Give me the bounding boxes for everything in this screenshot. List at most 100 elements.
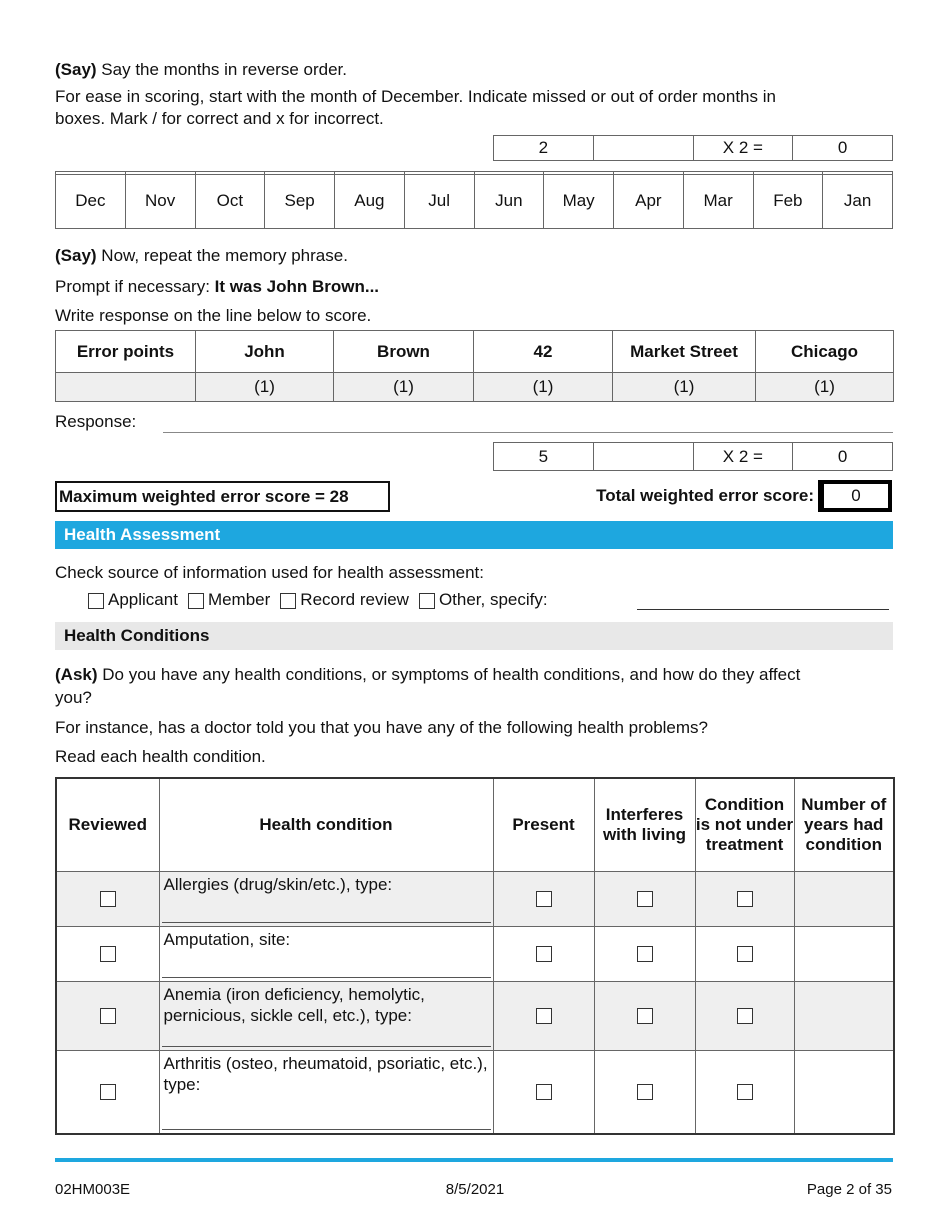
checkbox-icon[interactable] xyxy=(736,946,753,963)
result-cell: 0 xyxy=(792,135,893,161)
condition-name: Allergies (drug/skin/etc.), type: xyxy=(158,870,494,927)
checkbox-cell xyxy=(694,870,795,927)
month-label: Feb xyxy=(752,173,824,230)
checkbox-cell xyxy=(492,870,595,927)
option-label: Applicant xyxy=(108,590,178,609)
checkbox-cell xyxy=(55,980,160,1051)
condition-name: Anemia (iron deficiency, hemolytic, pern… xyxy=(158,980,494,1051)
condition-label: Arthritis (osteo, rheumatoid, psoriatic,… xyxy=(163,1053,488,1094)
column-header: Reviewed xyxy=(55,777,160,872)
years-field[interactable] xyxy=(793,925,895,982)
checkbox-icon[interactable] xyxy=(636,946,653,963)
month-label: Sep xyxy=(264,173,335,230)
errors-field[interactable] xyxy=(592,135,694,161)
checkbox-icon[interactable] xyxy=(99,946,116,963)
check-source-text: Check source of information used for hea… xyxy=(55,563,484,582)
column-header: Interferes with living xyxy=(593,777,696,872)
condition-type-line[interactable] xyxy=(161,921,491,923)
source-option[interactable]: Member xyxy=(187,590,271,610)
checkbox-cell xyxy=(593,1049,696,1135)
checkbox-icon[interactable] xyxy=(99,1084,116,1101)
month-label: Mar xyxy=(682,173,754,230)
checkbox-cell xyxy=(593,925,696,982)
instance-text: For instance, has a doctor told you that… xyxy=(55,718,709,737)
write-instruction: Write response on the line below to scor… xyxy=(55,306,372,325)
source-option[interactable]: Applicant xyxy=(88,590,178,610)
years-field[interactable] xyxy=(793,1049,895,1135)
checkbox-icon[interactable] xyxy=(535,946,552,963)
checkbox-icon[interactable] xyxy=(636,891,653,908)
checkbox-icon[interactable] xyxy=(636,1084,653,1101)
checkbox-icon[interactable] xyxy=(99,1008,116,1025)
error-column-header: Brown xyxy=(333,330,474,373)
checkbox-icon[interactable] xyxy=(535,1008,552,1025)
point-value: (1) xyxy=(195,372,334,402)
error-column-header: John xyxy=(195,330,334,373)
total-score-label: Total weighted error score: xyxy=(596,486,814,505)
point-value: (1) xyxy=(333,372,474,402)
instruction-line: boxes. Mark / for correct and x for inco… xyxy=(55,109,384,128)
max-score-box: Maximum weighted error score = 28 xyxy=(55,481,390,512)
column-header: Number of years had condition xyxy=(793,777,895,872)
error-points-table: Error points John Brown 42 Market Street Chic… xyxy=(55,330,894,402)
month-label: May xyxy=(543,173,614,230)
month-label: Jun xyxy=(473,173,545,230)
month-label: Jul xyxy=(403,173,475,230)
checkbox-icon[interactable] xyxy=(535,891,552,908)
multiplier-cell: X 2 = xyxy=(692,442,794,471)
error-column-header: Error points xyxy=(55,330,196,373)
condition-label: Amputation, site: xyxy=(163,929,291,949)
checkbox-icon[interactable] xyxy=(636,1008,653,1025)
instruction-line: For ease in scoring, start with the mont… xyxy=(55,87,776,106)
point-value: (1) xyxy=(473,372,613,402)
form-date: 8/5/2021 xyxy=(445,1181,505,1198)
condition-type-line[interactable] xyxy=(161,976,491,978)
multiplier-cell: X 2 = xyxy=(692,135,794,161)
years-field[interactable] xyxy=(793,870,895,927)
checkbox-cell xyxy=(55,925,160,982)
checkbox-cell xyxy=(492,1049,595,1135)
checkbox-icon[interactable] xyxy=(736,1008,753,1025)
response-input-line[interactable] xyxy=(163,432,893,433)
checkbox-cell xyxy=(492,980,595,1051)
total-score-value: 0 xyxy=(818,480,892,512)
column-header: Health condition xyxy=(158,777,494,872)
errors-field[interactable] xyxy=(592,442,694,471)
source-option[interactable]: Other, specify: xyxy=(418,590,548,610)
months-table: Dec Nov Oct Sep Aug Jul Jun May Apr Mar Feb Jan xyxy=(55,171,893,230)
checkbox-cell xyxy=(593,980,696,1051)
prompt-instruction: Prompt if necessary: It was John Brown..… xyxy=(55,277,380,296)
condition-type-line[interactable] xyxy=(161,1045,491,1047)
checkbox-cell xyxy=(593,870,696,927)
footer-rule xyxy=(55,1158,893,1162)
years-field[interactable] xyxy=(793,980,895,1051)
option-label: Member xyxy=(207,590,271,609)
month-label: Oct xyxy=(194,173,266,230)
column-header: Present xyxy=(492,777,595,872)
form-id: 02HM003E xyxy=(55,1181,131,1198)
month-label: Aug xyxy=(334,173,405,230)
option-label: Other, specify: xyxy=(438,590,548,609)
repeat-memory-instruction: (Say) Now, repeat the memory phrase. xyxy=(55,246,348,265)
checkbox-icon[interactable] xyxy=(736,1084,753,1101)
checkbox-icon[interactable] xyxy=(535,1084,552,1101)
condition-type-line[interactable] xyxy=(161,1129,491,1130)
column-header: Condition is not under treatment xyxy=(694,777,795,872)
checkbox-icon[interactable] xyxy=(99,891,116,908)
checkbox-icon[interactable] xyxy=(736,891,753,908)
error-column-header: Market Street xyxy=(612,330,756,373)
checkbox-icon[interactable] xyxy=(88,592,104,609)
source-options: Applicant Member Record review Other, speci… xyxy=(88,590,548,610)
weight-cell: 5 xyxy=(493,442,594,471)
other-specify-line[interactable] xyxy=(637,609,889,610)
checkbox-icon[interactable] xyxy=(280,592,297,609)
checkbox-icon[interactable] xyxy=(187,592,204,609)
source-option[interactable]: Record review xyxy=(280,590,409,610)
health-conditions-header: Health Conditions xyxy=(55,622,893,650)
checkbox-icon[interactable] xyxy=(418,592,435,609)
response-label: Response: xyxy=(55,412,137,431)
checkbox-cell xyxy=(55,1049,160,1135)
table-row: Anemia (iron deficiency, hemolytic, pern… xyxy=(55,980,895,1051)
table-row: Arthritis (osteo, rheumatoid, psoriatic,… xyxy=(55,1049,895,1135)
checkbox-cell xyxy=(492,925,595,982)
